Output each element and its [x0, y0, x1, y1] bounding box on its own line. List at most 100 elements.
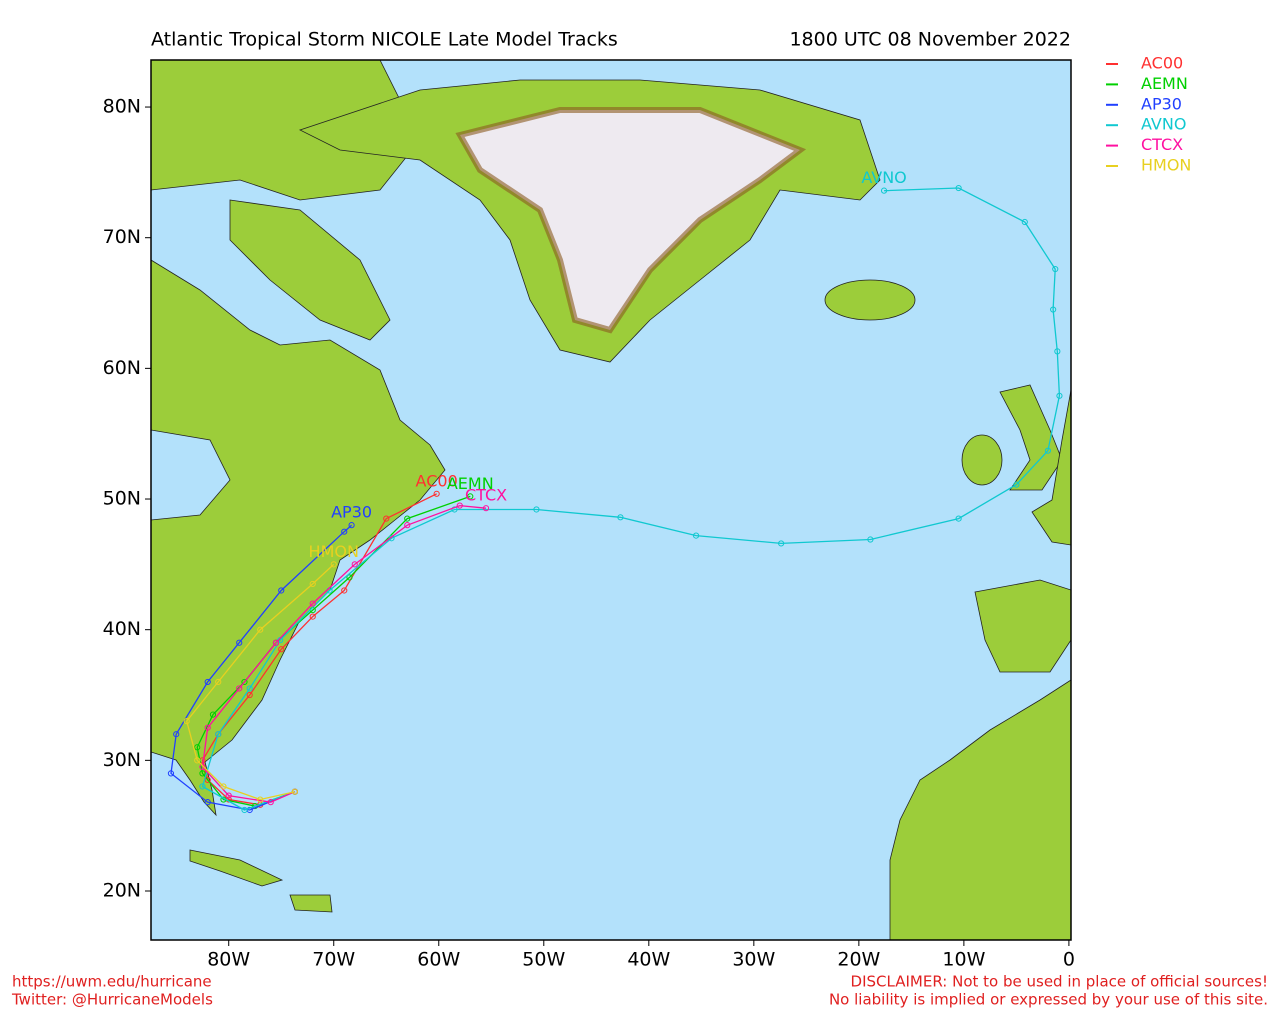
- track-point: [251, 802, 259, 810]
- track-point: [1021, 218, 1028, 226]
- track-point: [456, 502, 463, 509]
- y-tick-label: 60N: [103, 357, 141, 379]
- track-point: [246, 691, 253, 699]
- track-point: [383, 515, 390, 522]
- track: [185, 563, 335, 801]
- track-point: [1056, 392, 1063, 399]
- track: [201, 504, 487, 803]
- track-point: [692, 532, 700, 539]
- track-point: [404, 515, 411, 522]
- track-point: [278, 646, 285, 653]
- track-point: [267, 799, 274, 806]
- x-tick-label: 40W: [627, 949, 670, 971]
- track-point: [220, 783, 227, 790]
- track: [201, 187, 1061, 811]
- track: [170, 524, 353, 811]
- map-frame: [150, 59, 1072, 941]
- track-point: [955, 184, 962, 192]
- track-point: [617, 514, 624, 521]
- track-point: [341, 587, 348, 594]
- track-point: [346, 574, 353, 581]
- track-point: [309, 580, 316, 588]
- track-point: [204, 799, 211, 806]
- y-tick-label: 30N: [103, 749, 141, 771]
- x-tick-label: 80W: [207, 949, 250, 971]
- track-point: [348, 522, 355, 529]
- track-label: AEMN: [447, 474, 494, 493]
- track-point: [236, 685, 243, 692]
- y-tick-label: 80N: [103, 96, 141, 118]
- y-tick-label: 40N: [103, 618, 141, 640]
- x-tick-label: 0: [1063, 949, 1075, 971]
- track-point: [880, 187, 888, 194]
- track-point: [278, 587, 285, 594]
- track-point: [215, 678, 222, 686]
- track-point: [467, 493, 474, 500]
- track-point: [241, 806, 248, 814]
- x-tick-label: 30W: [732, 949, 775, 971]
- track-point: [173, 731, 180, 738]
- track-point: [1044, 447, 1051, 454]
- y-tick-label: 70N: [103, 226, 141, 248]
- track-label: AVNO: [861, 168, 906, 187]
- track-point: [1050, 306, 1057, 313]
- track-point: [209, 711, 217, 718]
- track-point: [330, 561, 337, 568]
- track-point: [1013, 481, 1020, 488]
- track-label: AC00: [416, 471, 458, 490]
- track-point: [241, 678, 248, 686]
- track-point: [194, 744, 201, 751]
- track-point: [194, 757, 201, 764]
- track-point: [204, 724, 211, 731]
- legend-label: AC00: [1141, 54, 1183, 73]
- track-point: [341, 528, 348, 535]
- track-point: [199, 763, 206, 770]
- x-tick-label: 50W: [522, 949, 565, 971]
- track-point: [225, 792, 232, 799]
- track-point: [482, 505, 490, 512]
- track-point: [257, 796, 264, 803]
- legend-label: HMON: [1141, 156, 1191, 175]
- track-point: [309, 600, 316, 607]
- track-point: [533, 506, 540, 513]
- track-point: [167, 770, 175, 777]
- track-label: CTCX: [465, 486, 507, 505]
- track-point: [215, 731, 222, 738]
- track-point: [272, 639, 280, 646]
- y-tick-label: 50N: [103, 488, 141, 510]
- track-point: [433, 490, 440, 497]
- track-point: [451, 506, 458, 513]
- land: [151, 60, 1071, 940]
- x-tick-label: 10W: [942, 949, 985, 971]
- legend-label: AEMN: [1141, 74, 1188, 93]
- track-point: [955, 515, 962, 522]
- track-point: [404, 522, 411, 529]
- legend-label: AVNO: [1141, 115, 1186, 134]
- date: 1800 UTC 08 November 2022: [789, 29, 1071, 51]
- track-point: [351, 561, 358, 568]
- x-tick-label: 20W: [837, 949, 880, 971]
- track-point: [257, 626, 264, 633]
- title: Atlantic Tropical Storm NICOLE Late Mode…: [151, 29, 618, 51]
- track-label: AP30: [331, 503, 372, 522]
- track-label: HMON: [309, 542, 359, 561]
- track-point: [778, 540, 785, 547]
- x-tick-label: 60W: [417, 949, 460, 971]
- track-point: [236, 639, 243, 646]
- legend-label: AP30: [1141, 94, 1182, 113]
- track-point: [199, 770, 206, 777]
- track-point: [246, 685, 253, 692]
- x-tick-label: 70W: [312, 949, 355, 971]
- y-tick-label: 20N: [103, 880, 141, 902]
- track-point: [291, 788, 298, 795]
- footer-link: https://uwm.edu/hurricane: [12, 973, 212, 991]
- track-point: [199, 783, 206, 790]
- track-point: [183, 718, 190, 725]
- track-point: [867, 536, 874, 543]
- track-point: [309, 613, 316, 620]
- legend-label: CTCX: [1141, 135, 1183, 154]
- track-point: [1052, 265, 1059, 273]
- footer-twitter: Twitter: @HurricaneModels: [11, 991, 213, 1009]
